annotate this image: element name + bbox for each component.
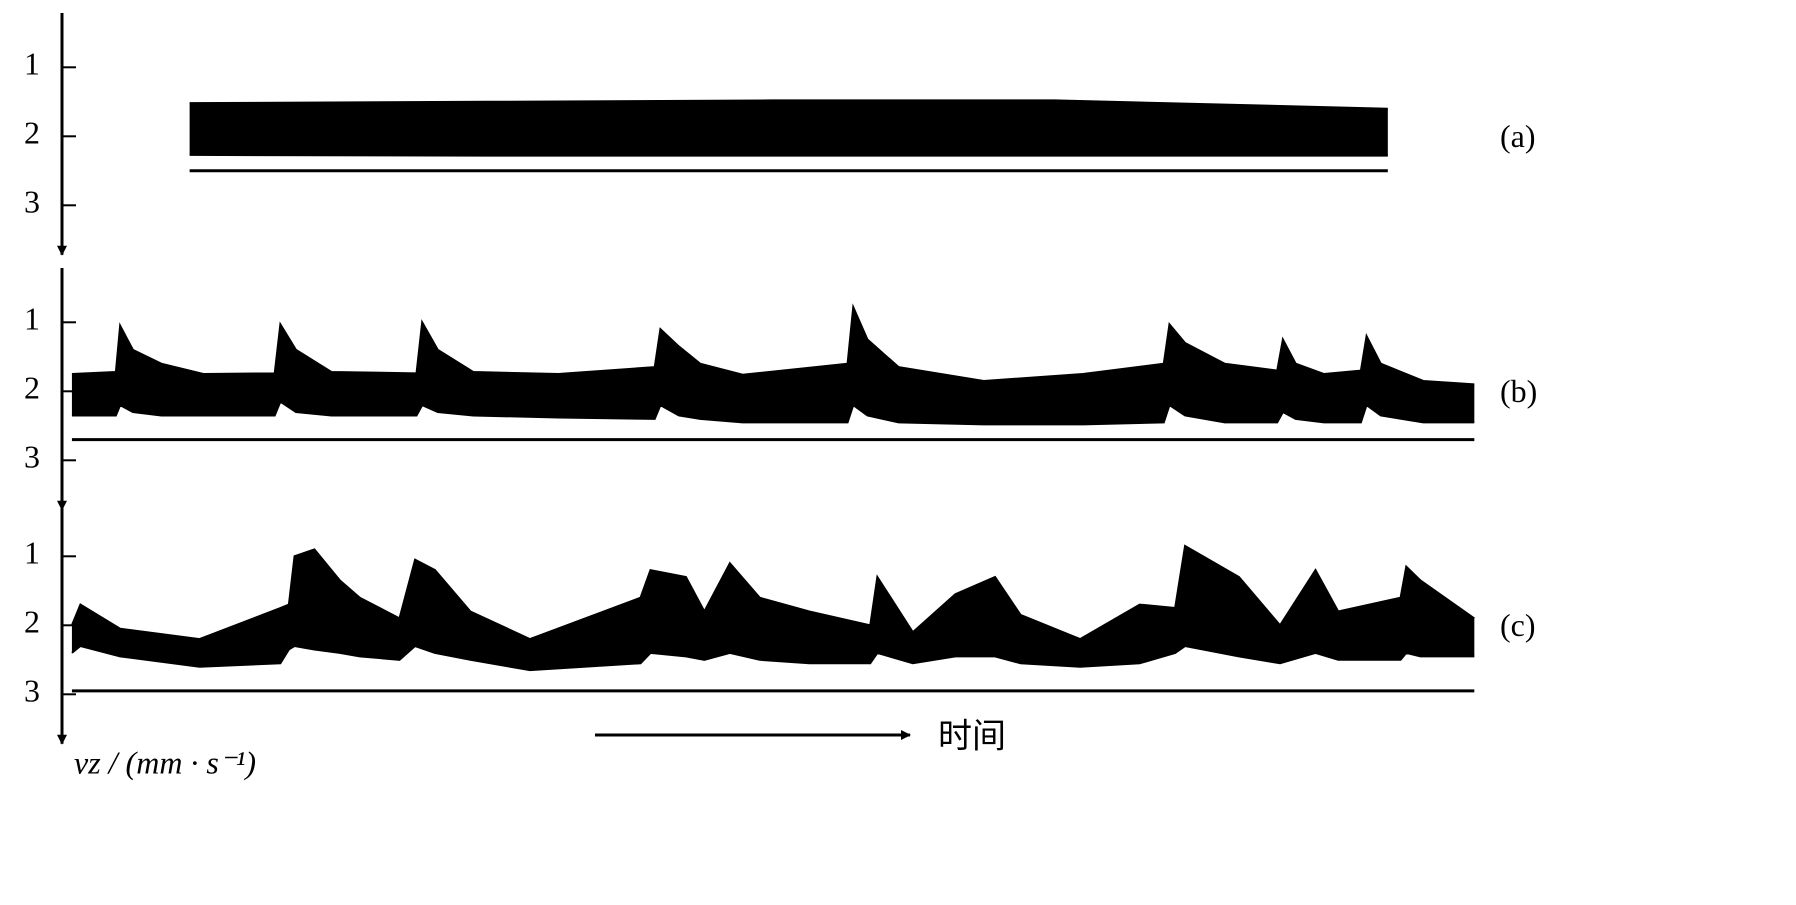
y-axis-label: vz / (mm · s⁻¹): [74, 744, 256, 780]
band-fill: [71, 307, 1475, 425]
y-tick-label: 2: [24, 115, 40, 151]
band-fill: [71, 545, 1475, 671]
x-axis-label: 时间: [938, 717, 1006, 757]
panel-label: (a): [1500, 118, 1536, 154]
envelope-line: [71, 544, 1475, 641]
envelope-line: [71, 303, 1475, 386]
envelope-line: [71, 400, 1475, 426]
band-fill: [189, 100, 1388, 156]
y-tick-label: 2: [24, 604, 40, 640]
envelope-line: [71, 644, 1475, 672]
panel-label: (b): [1500, 373, 1537, 409]
y-tick-label: 3: [24, 673, 40, 709]
y-tick-label: 1: [24, 301, 40, 337]
y-tick-label: 1: [24, 535, 40, 571]
y-tick-label: 3: [24, 439, 40, 475]
y-tick-label: 3: [24, 184, 40, 220]
envelope-line: [189, 153, 1388, 157]
y-tick-label: 1: [24, 46, 40, 82]
panel-label: (c): [1500, 607, 1536, 643]
envelope-line: [189, 99, 1388, 110]
y-tick-label: 2: [24, 370, 40, 406]
